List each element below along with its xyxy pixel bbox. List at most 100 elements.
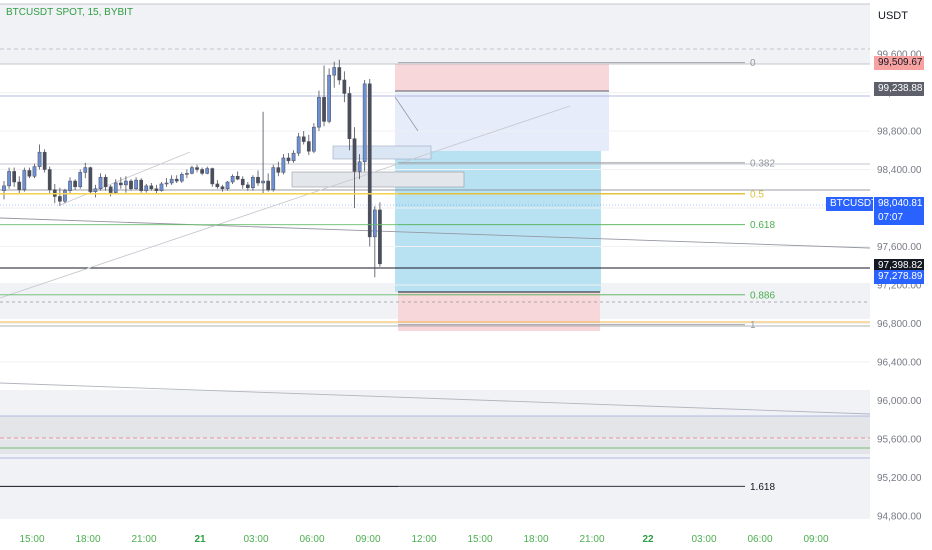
fib-label: 0: [750, 58, 756, 69]
candle: [164, 178, 169, 187]
candle: [37, 144, 42, 170]
currency-label: USDT: [878, 10, 908, 22]
candle-body: [7, 171, 11, 187]
candle: [337, 59, 342, 85]
candle-body: [2, 185, 6, 191]
candle: [332, 61, 337, 88]
candle: [174, 175, 179, 183]
candle-body: [276, 167, 281, 173]
fib-level: 0: [398, 58, 756, 69]
candle: [129, 179, 133, 191]
candle: [124, 176, 128, 193]
candle-body: [78, 172, 83, 188]
candle-body: [271, 167, 276, 190]
trend-line: [0, 382, 871, 415]
candle: [32, 163, 37, 179]
position-zone-upper: [395, 91, 609, 151]
price-tag: BTCUSDT: [826, 197, 877, 212]
candle-body: [332, 67, 337, 76]
candle: [261, 111, 265, 194]
candle: [118, 177, 123, 189]
candle-body: [240, 178, 245, 186]
fib-label: 1: [750, 320, 756, 331]
price-tick-label: 98,400.00: [877, 165, 922, 176]
candle: [73, 179, 77, 190]
candle: [144, 183, 149, 193]
candle: [154, 184, 159, 194]
candle: [190, 165, 194, 175]
symbol-title: BTCUSDT SPOT, 15, BYBIT: [6, 7, 134, 18]
candle: [225, 181, 230, 191]
candle: [327, 68, 331, 124]
candle-body: [179, 174, 184, 182]
candle: [58, 187, 62, 207]
candle: [378, 202, 382, 267]
candle-body: [281, 157, 286, 173]
candle-body: [337, 67, 342, 81]
candle-body: [83, 167, 88, 173]
candle: [276, 161, 281, 177]
candle-body: [210, 168, 215, 185]
time-tick-label: 18:00: [523, 534, 548, 545]
candle-body: [362, 83, 367, 163]
candle: [113, 179, 118, 195]
candle: [200, 167, 204, 176]
candle: [134, 177, 138, 190]
candle: [342, 71, 347, 103]
candle: [301, 131, 306, 145]
time-tick-label: 03:00: [243, 534, 268, 545]
candle: [47, 166, 52, 195]
candle: [103, 174, 108, 191]
candle-body: [261, 180, 265, 184]
time-tick-label: 09:00: [803, 534, 828, 545]
price-tag: 97,278.89: [874, 270, 924, 285]
candle: [78, 169, 83, 189]
price-grid: [0, 53, 870, 517]
fib-retracement: 0 0.382 0.5 0.618 0.886 1 1.618: [0, 58, 775, 493]
candle-body: [98, 176, 103, 189]
candle: [63, 188, 67, 204]
fib-level: 0.886: [398, 290, 775, 301]
candle-body: [124, 180, 128, 186]
trend-line: [0, 105, 571, 299]
time-tick-label: 06:00: [299, 534, 324, 545]
candle-body: [306, 141, 311, 152]
time-tick-label: 03:00: [691, 534, 716, 545]
candle-body: [154, 188, 159, 191]
time-tick-label: 22: [642, 534, 654, 545]
candle-body: [139, 179, 144, 191]
candle: [149, 182, 154, 191]
price-tick-label: 96,000.00: [877, 396, 922, 407]
candle: [266, 173, 271, 192]
candle-body: [378, 209, 382, 265]
fib-level: 1: [398, 320, 756, 331]
candle: [88, 166, 93, 195]
price-tick-label: 97,600.00: [877, 242, 922, 253]
candle: [83, 162, 88, 179]
candle: [281, 154, 286, 175]
candle: [312, 123, 316, 154]
candle: [195, 164, 199, 173]
fib-label: 0.5: [750, 189, 764, 200]
candle-body: [301, 136, 306, 142]
candle: [108, 184, 113, 197]
drawing-bands: [0, 4, 870, 520]
candle: [235, 171, 240, 181]
time-tick-label: 21: [194, 534, 206, 545]
fib-level: 1.618: [398, 482, 775, 493]
price-tick-label: 99,600.00: [877, 50, 922, 61]
candle: [17, 176, 22, 194]
time-tick-label: 06:00: [747, 534, 772, 545]
candle-body: [17, 181, 22, 190]
candle-body: [22, 170, 27, 190]
time-tick-label: 09:00: [355, 534, 380, 545]
candle-body: [159, 183, 164, 191]
candle-body: [118, 182, 123, 186]
candle: [98, 173, 103, 191]
candle-body: [37, 151, 42, 167]
order-block-1: [332, 145, 432, 160]
bottom-zone-1: [0, 390, 870, 416]
price-tick-label: 95,200.00: [877, 473, 922, 484]
price-tick-label: 95,600.00: [877, 435, 922, 446]
